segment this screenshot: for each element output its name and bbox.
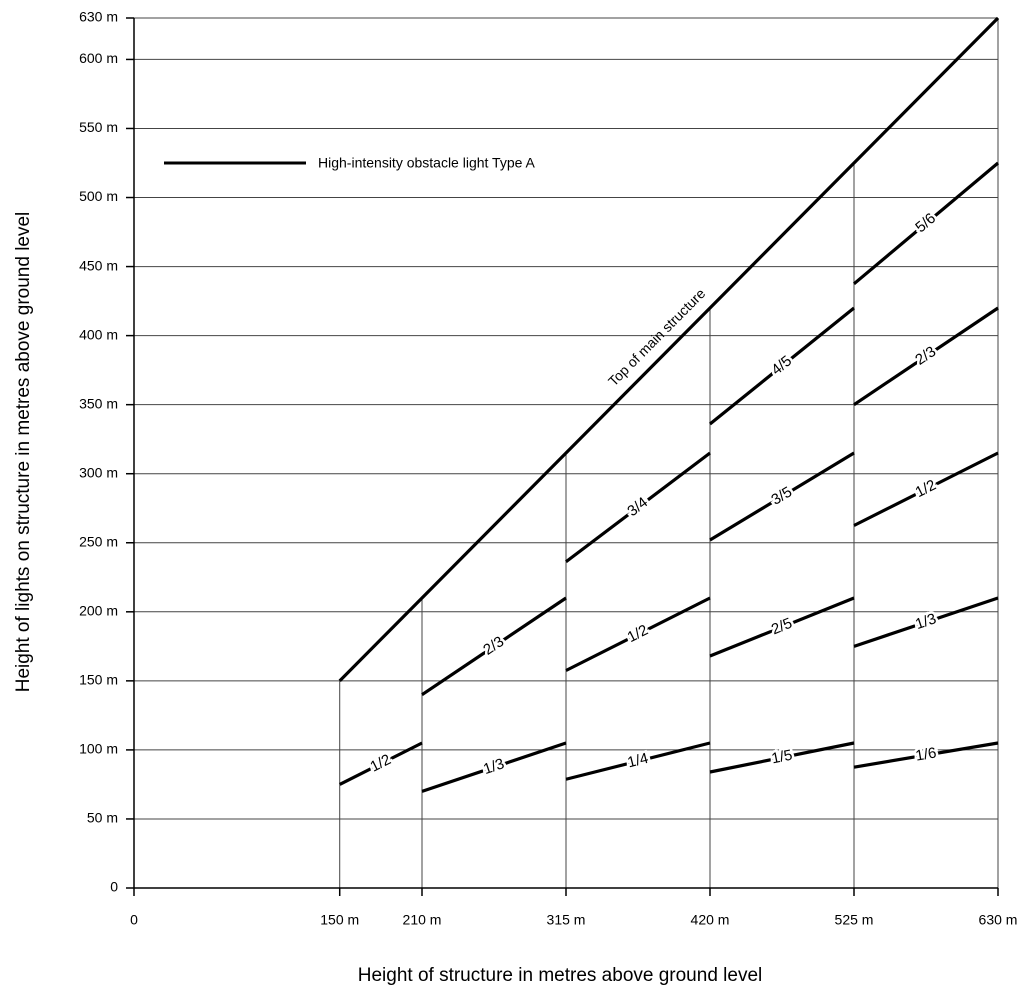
line-label: 1/2 [367, 751, 393, 776]
line [709, 596, 855, 658]
line-label: 2/5 [769, 615, 795, 639]
y-tick-label: 350 m [79, 395, 118, 411]
x-axis-title: Height of structure in metres above grou… [358, 965, 763, 986]
y-tick-label: 400 m [79, 326, 118, 342]
line [709, 451, 855, 542]
line [853, 451, 999, 527]
line-label: 1/3 [913, 610, 938, 633]
line [565, 451, 711, 564]
line [708, 306, 856, 426]
y-tick-label: 300 m [79, 464, 118, 480]
line [338, 741, 423, 786]
x-tick-label: 0 [130, 912, 138, 928]
line [853, 596, 999, 648]
y-tick-label: 630 m [79, 9, 118, 25]
line-label: 1/2 [625, 621, 651, 646]
line-label: 1/5 [770, 747, 794, 768]
line-label: 1/2 [913, 476, 939, 501]
line-label: 1/4 [626, 750, 650, 772]
y-tick-label: 0 [110, 879, 118, 895]
y-tick-label: 200 m [79, 603, 118, 619]
line-label: 2/3 [480, 633, 507, 659]
line-label: 1/6 [914, 744, 937, 764]
x-tick-label: 525 m [835, 912, 874, 928]
legend-label: High-intensity obstacle light Type A [318, 155, 536, 171]
y-tick-label: 450 m [79, 257, 118, 273]
y-tick-label: 550 m [79, 119, 118, 135]
x-tick-label: 630 m [979, 912, 1018, 928]
y-tick-label: 150 m [79, 672, 118, 688]
line [853, 306, 999, 406]
y-tick-label: 250 m [79, 533, 118, 549]
x-tick-label: 420 m [691, 912, 730, 928]
line [852, 161, 1000, 286]
line [338, 16, 1000, 682]
line [565, 741, 711, 781]
y-axis-title: Height of lights on structure in metres … [13, 212, 34, 693]
line-label: 3/5 [768, 483, 795, 508]
x-tick-label: 210 m [403, 912, 442, 928]
y-tick-label: 600 m [79, 50, 118, 66]
line-label: 1/3 [481, 755, 506, 778]
line [421, 741, 567, 793]
y-tick-label: 100 m [79, 741, 118, 757]
x-tick-label: 150 m [320, 912, 359, 928]
line [421, 596, 567, 696]
y-tick-label: 500 m [79, 188, 118, 204]
x-tick-label: 315 m [547, 912, 586, 928]
line-label: 2/3 [912, 343, 939, 369]
y-tick-label: 50 m [87, 810, 118, 826]
line-label: Top of main structure [605, 285, 709, 389]
line [853, 741, 999, 769]
line [709, 741, 855, 774]
line [565, 596, 711, 672]
